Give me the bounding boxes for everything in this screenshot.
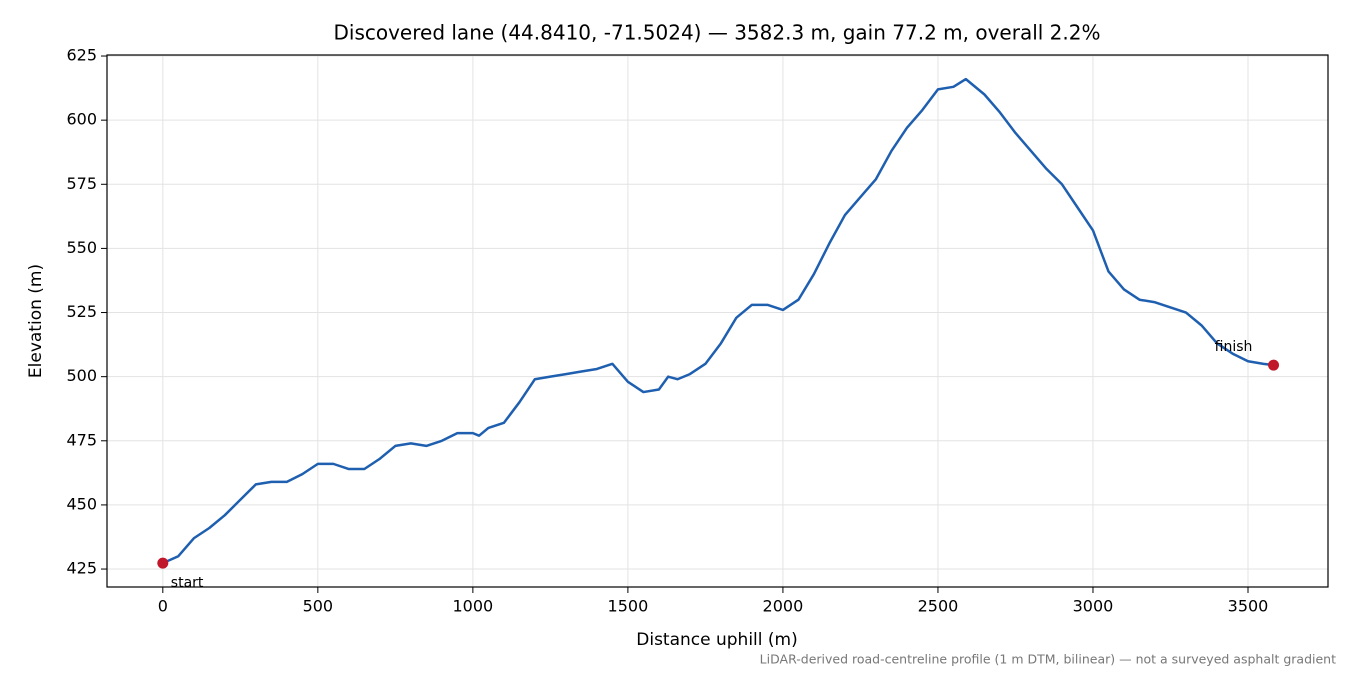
x-tick-label: 1000 (453, 597, 494, 616)
y-tick-label: 550 (66, 238, 97, 257)
endpoint-label: finish (1215, 339, 1253, 355)
y-tick-label: 475 (66, 430, 97, 449)
x-tick-label: 500 (303, 597, 334, 616)
x-tick-label: 2000 (763, 597, 804, 616)
y-tick-label: 500 (66, 366, 97, 385)
x-tick-label: 0 (158, 597, 168, 616)
endpoint-marker (157, 557, 169, 569)
chart-title: Discovered lane (44.8410, -71.5024) — 35… (333, 21, 1100, 45)
x-axis-label: Distance uphill (m) (636, 630, 797, 650)
x-tick-label: 3500 (1228, 597, 1269, 616)
y-tick-label: 450 (66, 494, 97, 513)
x-tick-label: 3000 (1073, 597, 1114, 616)
y-tick-label: 575 (66, 174, 97, 193)
y-tick-label: 600 (66, 110, 97, 129)
x-tick-label: 1500 (608, 597, 649, 616)
y-axis-label: Elevation (m) (26, 264, 46, 378)
x-tick-label: 2500 (918, 597, 959, 616)
footnote: LiDAR-derived road-centreline profile (1… (760, 652, 1336, 667)
elevation-line (162, 77, 1274, 565)
y-tick-label: 625 (66, 46, 97, 65)
y-tick-label: 525 (66, 302, 97, 321)
plot-frame (106, 54, 1329, 588)
endpoint-marker (1268, 359, 1280, 371)
endpoint-label: start (171, 575, 204, 591)
y-tick-label: 425 (66, 559, 97, 578)
